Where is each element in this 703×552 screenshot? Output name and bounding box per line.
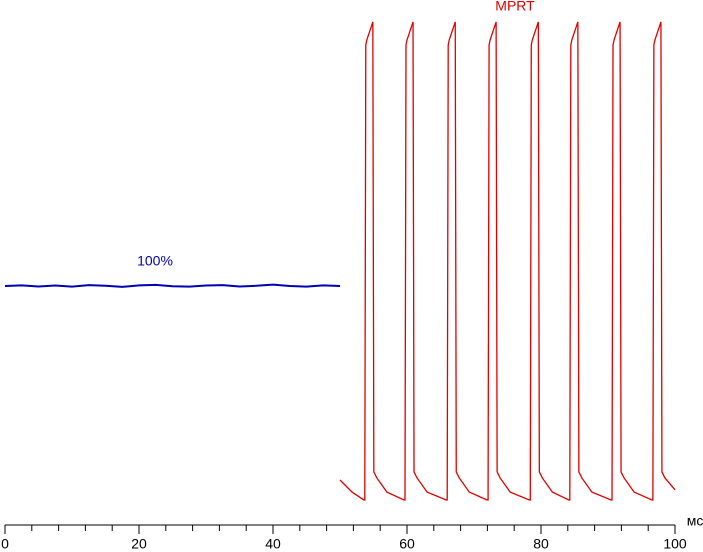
x-tick-label: 60: [399, 536, 415, 552]
x-tick-label: 40: [265, 536, 281, 552]
series-line: [339, 21, 676, 501]
annotation: MPRT: [495, 0, 535, 14]
series-line: [4, 283, 341, 288]
x-unit: мс: [687, 513, 703, 529]
x-tick-label: 20: [131, 536, 147, 552]
x-tick-label: 100: [663, 536, 687, 552]
x-tick-label: 0: [1, 536, 9, 552]
annotation: 100%: [137, 253, 173, 269]
x-tick-label: 80: [533, 536, 549, 552]
